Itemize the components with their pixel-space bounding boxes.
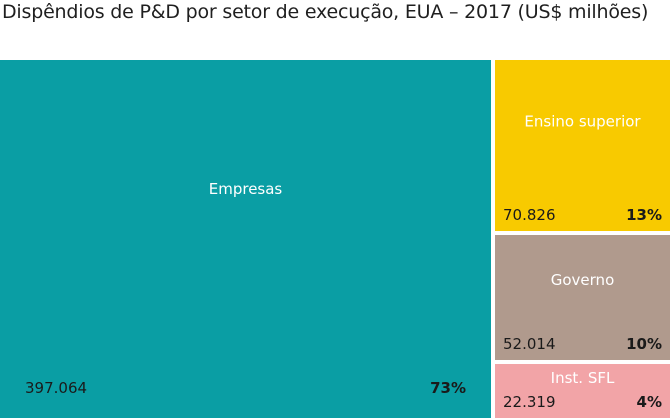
tile-percent-inst-sfl: 4%	[637, 393, 662, 411]
tile-percent-empresas: 73%	[430, 379, 466, 397]
treemap: Empresas 397.064 73% Ensino superior 70.826 1…	[0, 60, 670, 418]
tile-value-empresas: 397.064	[25, 379, 87, 397]
treemap-tile-ensino-superior	[495, 60, 670, 231]
tile-percent-governo: 10%	[626, 335, 662, 353]
treemap-tile-inst-sfl	[495, 364, 670, 418]
tile-label-empresas: Empresas	[209, 180, 283, 198]
tile-value-governo: 52.014	[503, 335, 556, 353]
tile-value-ensino-superior: 70.826	[503, 206, 556, 224]
chart-title: Dispêndios de P&D por setor de execução,…	[2, 1, 649, 23]
tile-percent-ensino-superior: 13%	[626, 206, 662, 224]
treemap-tile-empresas	[0, 60, 491, 418]
tile-label-governo: Governo	[551, 271, 615, 289]
treemap-svg: Empresas 397.064 73% Ensino superior 70.826 1…	[0, 60, 670, 418]
treemap-tile-governo	[495, 235, 670, 360]
tile-label-inst-sfl: Inst. SFL	[551, 369, 615, 387]
tile-label-ensino-superior: Ensino superior	[524, 113, 641, 131]
tile-value-inst-sfl: 22.319	[503, 393, 556, 411]
